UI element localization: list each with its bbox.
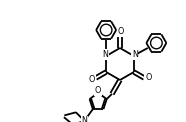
Text: O: O bbox=[95, 86, 101, 95]
Text: N: N bbox=[102, 50, 108, 59]
Text: O: O bbox=[145, 73, 151, 82]
Text: N: N bbox=[81, 116, 87, 122]
Text: O: O bbox=[89, 75, 95, 83]
Text: N: N bbox=[132, 50, 138, 59]
Text: O: O bbox=[117, 27, 124, 36]
